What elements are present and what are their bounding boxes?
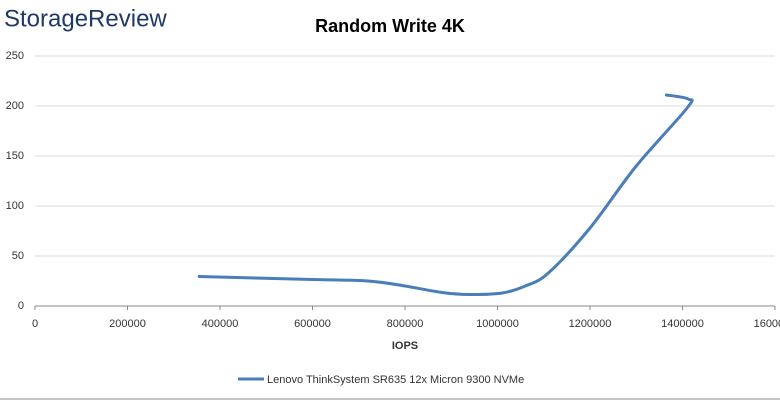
y-tick-label: 100 [6, 200, 24, 212]
x-tick-label: 200000 [109, 318, 146, 330]
x-tick-label: 1600000 [754, 318, 780, 330]
x-tick-label: 0 [32, 318, 38, 330]
logo: StorageReview [4, 5, 167, 32]
x-tick-label: 600000 [294, 318, 331, 330]
chart-title: Random Write 4K [315, 16, 465, 36]
x-tick-label: 800000 [387, 318, 424, 330]
legend-label: Lenovo ThinkSystem SR635 12x Micron 9300… [267, 374, 524, 386]
x-axis-label: IOPS [392, 340, 418, 352]
y-tick-label: 250 [6, 50, 24, 62]
y-tick-label: 150 [6, 150, 24, 162]
x-tick-label: 1200000 [569, 318, 612, 330]
x-tick-label: 1400000 [661, 318, 704, 330]
y-tick-label: 200 [6, 100, 24, 112]
x-tick-label: 1000000 [476, 318, 519, 330]
y-tick-label: 0 [18, 300, 24, 312]
y-tick-label: 50 [12, 250, 24, 262]
x-tick-label: 400000 [202, 318, 239, 330]
data-line [197, 93, 694, 297]
